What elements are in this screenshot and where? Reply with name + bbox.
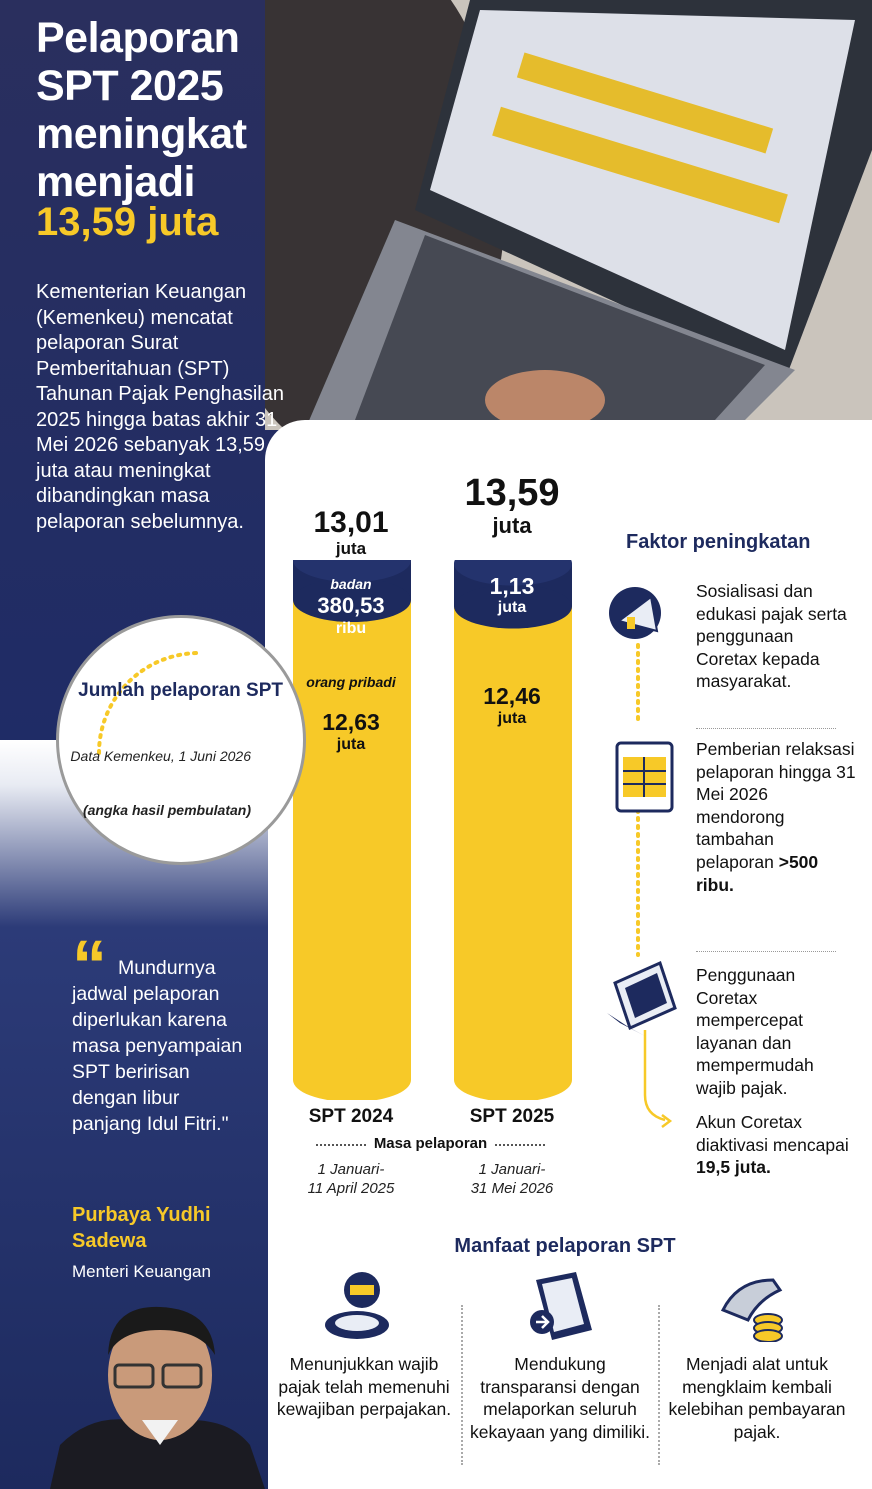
info-circle: Jumlah pelaporan SPT Data Kemenkeu, 1 Ju… <box>56 615 306 865</box>
lead-paragraph: Kementerian Keuangan (Kemenkeu) mencatat… <box>36 281 284 533</box>
period-2025: 1 Januari- 31 Mei 2026 <box>470 1161 554 1197</box>
factor-separator <box>696 951 836 952</box>
category-label-2024: SPT 2024 <box>308 1106 394 1127</box>
badan-unit-2024: ribu <box>335 620 367 637</box>
bar-orang-pribadi-0 <box>293 600 411 1080</box>
total-2024-unit: juta <box>335 539 367 558</box>
op-value-2025: 12,46 <box>483 683 541 709</box>
money-icon <box>720 1278 783 1342</box>
bar-top-1 <box>454 560 572 586</box>
quote-author: Purbaya Yudhi Sadewa <box>72 1204 211 1252</box>
factor-1-text: Sosialisasi dan edukasi pajak serta peng… <box>696 581 847 692</box>
title-highlight: 13,59 juta <box>36 200 219 244</box>
bar-badan-bottom-0 <box>293 578 411 623</box>
benefit-divider <box>461 1305 463 1465</box>
benefit-divider <box>658 1305 660 1465</box>
circle-source: Data Kemenkeu, 1 Juni 2026 <box>70 748 251 764</box>
total-2025-value: 13,59 <box>464 472 560 514</box>
factor-3-text: Penggunaan Coretax mempercepat layanan d… <box>696 965 814 1098</box>
badan-value-2025: 1,13 <box>489 573 535 599</box>
factor-4-bold: 19,5 juta. <box>696 1157 771 1178</box>
quote-mark-icon: “ <box>72 926 107 1004</box>
dotted-arc <box>97 651 201 755</box>
circle-title: Jumlah pelaporan SPT <box>78 680 283 701</box>
megaphone-icon <box>609 587 661 639</box>
total-2025-unit: juta <box>492 513 532 538</box>
op-unit-2025: juta <box>497 710 527 727</box>
bar-base-0 <box>293 1058 411 1100</box>
op-value-2024: 12,63 <box>322 709 380 735</box>
factor-4-text-plain: Akun Coretax diaktivasi mencapai <box>696 1112 849 1155</box>
document-icon <box>530 1272 592 1340</box>
laptop-icon <box>607 960 677 1036</box>
bar-top-0 <box>293 560 411 583</box>
op-label-2024: orang pribadi <box>306 674 396 690</box>
minister-portrait <box>50 1306 265 1489</box>
bar-chart <box>293 560 572 1100</box>
circle-note: (angka hasil pembulatan) <box>82 802 251 818</box>
factor-2-bold: >500 ribu. <box>696 851 819 895</box>
quote-role: Menteri Keuangan <box>72 1262 211 1281</box>
divider-right <box>495 1144 545 1146</box>
badan-label-2024: badan <box>330 576 372 592</box>
bar-base-1 <box>454 1058 572 1100</box>
benefits-heading: Manfaat pelaporan SPT <box>454 1235 676 1257</box>
badan-value-2024: 380,53 <box>317 593 385 618</box>
benefit-3-text: Menjadi alat untuk mengklaim kembali kel… <box>668 1354 846 1442</box>
benefit-1-text: Menunjukkan wajib pajak telah memenuhi k… <box>276 1354 452 1420</box>
bar-orang-pribadi-1 <box>454 606 572 1080</box>
factor-2-text-plain: Pemberian relaksasi pelaporan hingga 31 … <box>696 739 856 872</box>
factor-2-text: Pemberian relaksasi pelaporan hingga 31 … <box>696 738 856 896</box>
period-caption: Masa pelaporan <box>373 1135 488 1152</box>
bar-badan-bottom-1 <box>454 584 572 629</box>
laptop-photo <box>265 0 872 430</box>
factor-separator <box>696 728 836 729</box>
total-2024-value: 13,01 <box>313 506 389 539</box>
quote-text: Mundurnya jadwal pelaporan diperlukan ka… <box>72 957 243 1135</box>
op-unit-2024: juta <box>336 736 366 753</box>
category-label-2025: SPT 2025 <box>469 1106 555 1127</box>
calendar-icon <box>615 741 674 813</box>
factors-heading: Faktor peningkatan <box>626 531 811 553</box>
compliance-icon <box>325 1272 389 1339</box>
laptop-illustration <box>265 0 872 430</box>
factor-timeline <box>636 643 673 1128</box>
benefit-2-text: Mendukung transparansi dengan melaporkan… <box>470 1354 650 1442</box>
page-title: Pelaporan SPT 2025 meningkat menjadi <box>36 14 247 206</box>
period-2024: 1 Januari- 11 April 2025 <box>307 1161 395 1197</box>
badan-unit-2025: juta <box>497 599 527 616</box>
divider-left <box>316 1144 366 1146</box>
factor-4-text: Akun Coretax diaktivasi mencapai 19,5 ju… <box>696 1111 856 1179</box>
